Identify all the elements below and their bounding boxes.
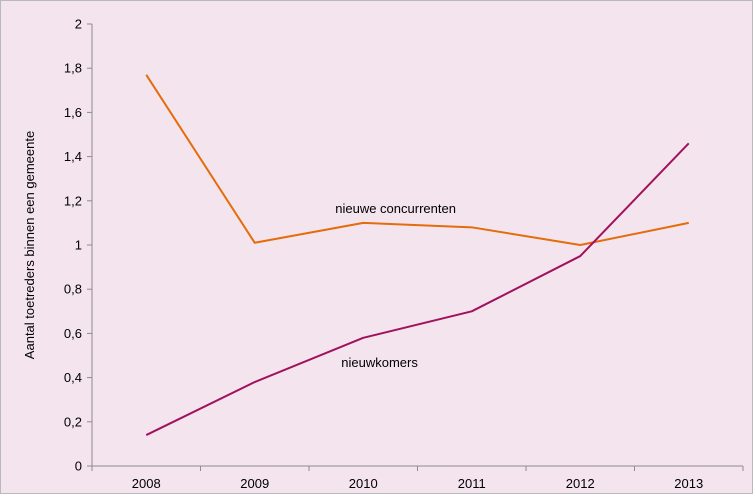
y-tick-label: 0 bbox=[75, 459, 82, 474]
series-layer bbox=[145, 74, 690, 436]
x-tick-label: 2013 bbox=[674, 476, 703, 491]
series-line-1 bbox=[145, 74, 689, 246]
y-axis: 0 0,2 0,4 0,6 0,8 1 1,2 1,4 1,6 1,8 2 bbox=[64, 17, 93, 474]
x-axis: 2008 2009 2010 2011 2012 2013 bbox=[91, 465, 744, 491]
x-tick-label: 2010 bbox=[349, 476, 378, 491]
annotation-layer: nieuwe concurrenten nieuwkomers bbox=[335, 201, 456, 370]
y-tick-label: 1,4 bbox=[64, 149, 82, 164]
y-tick-label: 1,8 bbox=[64, 61, 82, 76]
y-axis-title: Aantal toetreders binnen een gemeente bbox=[22, 131, 37, 359]
x-tick-label: 2009 bbox=[240, 476, 269, 491]
x-tick-label: 2008 bbox=[132, 476, 161, 491]
series-annotation-1: nieuwe concurrenten bbox=[335, 201, 456, 216]
y-tick-label: 1 bbox=[75, 238, 82, 253]
x-tick-label: 2012 bbox=[566, 476, 595, 491]
y-tick-label: 1,2 bbox=[64, 193, 82, 208]
y-tick-label: 0,8 bbox=[64, 282, 82, 297]
y-tick-label: 0,6 bbox=[64, 326, 82, 341]
x-tick-label: 2011 bbox=[458, 476, 486, 491]
y-tick-label: 0,2 bbox=[64, 414, 82, 429]
series-annotation-2: nieuwkomers bbox=[341, 355, 418, 370]
y-tick-label: 1,6 bbox=[64, 105, 82, 120]
series-line-2 bbox=[145, 142, 690, 436]
y-tick-label: 2 bbox=[75, 17, 82, 32]
y-tick-label: 0,4 bbox=[64, 370, 82, 385]
